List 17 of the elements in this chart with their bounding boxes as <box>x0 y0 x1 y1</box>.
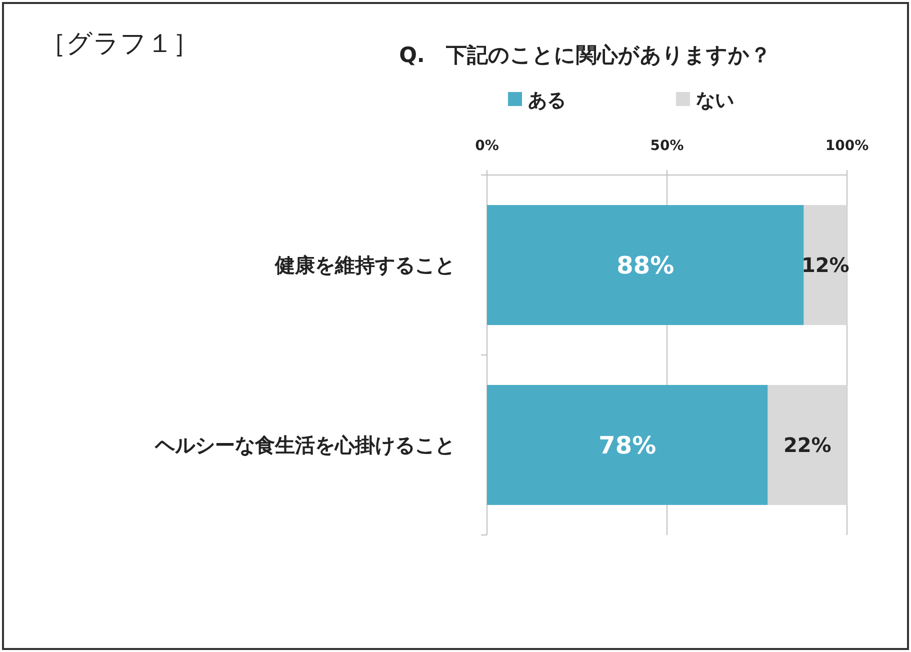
text: ［グラフ１］ <box>40 29 199 59</box>
x-tick-label: 0% <box>475 138 499 154</box>
x-tick-label: 100% <box>825 138 869 154</box>
data-label: 12% <box>801 253 850 278</box>
chart-title: Q. 下記のことに関心がありますか？ <box>399 43 771 67</box>
y-tick-label: ヘルシーな食生活を心掛けること <box>154 432 455 457</box>
legend-label: ない <box>696 90 734 112</box>
data-label: 22% <box>783 432 832 457</box>
legend-label: ある <box>528 90 566 112</box>
data-label: 78% <box>598 431 656 460</box>
bar <box>768 384 847 505</box>
bar <box>804 205 847 326</box>
y-tick-label: 健康を維持すること <box>274 253 455 278</box>
data-label: 88% <box>616 251 674 280</box>
x-tick-label: 50% <box>650 138 684 154</box>
bar <box>487 384 768 505</box>
bar <box>487 205 804 326</box>
